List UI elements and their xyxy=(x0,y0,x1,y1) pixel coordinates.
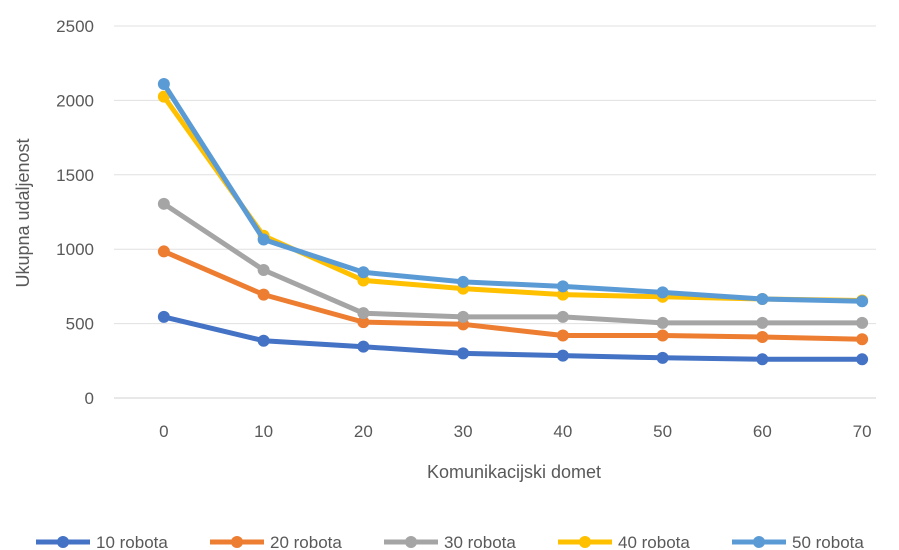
data-point xyxy=(257,264,270,277)
data-point xyxy=(157,245,170,258)
data-point xyxy=(656,351,669,364)
data-point xyxy=(756,353,769,366)
data-point xyxy=(357,307,370,320)
data-point xyxy=(457,310,470,323)
y-tick-label: 1500 xyxy=(56,166,94,185)
legend-label: 20 robota xyxy=(270,533,342,550)
legend-marker xyxy=(405,536,417,548)
legend-label: 40 robota xyxy=(618,533,690,550)
series-line xyxy=(161,314,865,362)
y-tick-label: 2500 xyxy=(56,17,94,36)
x-tick-label: 50 xyxy=(653,422,672,441)
data-point xyxy=(357,266,370,279)
legend-item-20-robota: 20 robota xyxy=(210,533,342,550)
y-tick-label: 2000 xyxy=(56,91,94,110)
legend-label: 10 robota xyxy=(96,533,168,550)
legend-marker xyxy=(57,536,69,548)
legend: 10 robota 20 robota 30 robota 40 robota 50 r… xyxy=(36,533,864,550)
data-point xyxy=(257,288,270,301)
y-tick-label: 500 xyxy=(66,315,94,334)
data-point xyxy=(157,90,170,103)
data-point xyxy=(157,310,170,323)
data-point xyxy=(556,329,569,342)
x-axis-title: Komunikacijski domet xyxy=(427,462,601,482)
data-point xyxy=(457,275,470,288)
legend-item-40-robota: 40 robota xyxy=(558,533,690,550)
x-axis-ticks: 0 10 20 30 40 50 60 70 xyxy=(159,422,871,441)
x-tick-label: 40 xyxy=(553,422,572,441)
data-point xyxy=(556,280,569,293)
data-point xyxy=(556,310,569,323)
series-50-robota xyxy=(157,78,869,308)
series-10-robota xyxy=(157,310,869,366)
x-tick-label: 30 xyxy=(454,422,473,441)
x-tick-label: 0 xyxy=(159,422,168,441)
data-point xyxy=(856,333,869,346)
data-point xyxy=(556,349,569,362)
legend-item-10-robota: 10 robota xyxy=(36,533,168,550)
data-point xyxy=(656,316,669,329)
series-line xyxy=(161,201,865,326)
data-point xyxy=(856,353,869,366)
data-point xyxy=(856,316,869,329)
data-point xyxy=(756,293,769,306)
data-point xyxy=(357,316,370,329)
legend-marker xyxy=(753,536,765,548)
x-tick-label: 10 xyxy=(254,422,273,441)
y-axis-title: Ukupna udaljenost xyxy=(13,138,33,287)
legend-label: 50 robota xyxy=(792,533,864,550)
data-point xyxy=(257,233,270,246)
data-point xyxy=(457,347,470,360)
y-axis-ticks: 0 500 1000 1500 2000 2500 xyxy=(56,17,94,408)
x-tick-label: 60 xyxy=(753,422,772,441)
series-20-robota xyxy=(157,245,869,346)
legend-item-50-robota: 50 robota xyxy=(732,533,864,550)
legend-marker xyxy=(231,536,243,548)
series-line xyxy=(161,248,865,342)
series-lines xyxy=(157,78,869,366)
series-30-robota xyxy=(157,197,869,329)
series-line xyxy=(161,81,865,304)
data-point xyxy=(157,197,170,210)
gridlines xyxy=(114,25,876,399)
legend-marker xyxy=(579,536,591,548)
data-point xyxy=(157,78,170,91)
y-tick-label: 1000 xyxy=(56,240,94,259)
data-point xyxy=(756,330,769,343)
y-tick-label: 0 xyxy=(85,389,94,408)
data-point xyxy=(656,286,669,299)
x-tick-label: 20 xyxy=(354,422,373,441)
legend-label: 30 robota xyxy=(444,533,516,550)
data-point xyxy=(756,316,769,329)
legend-item-30-robota: 30 robota xyxy=(384,533,516,550)
data-point xyxy=(656,329,669,342)
data-point xyxy=(257,334,270,347)
data-point xyxy=(856,295,869,308)
data-point xyxy=(357,340,370,353)
x-tick-label: 70 xyxy=(853,422,872,441)
